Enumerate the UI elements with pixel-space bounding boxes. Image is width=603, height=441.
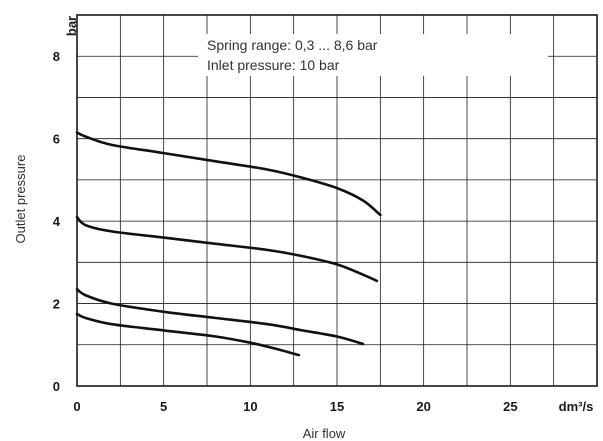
x-unit-label: dm³/s <box>559 399 594 414</box>
annotation-line-2: Inlet pressure: 10 bar <box>207 57 340 73</box>
curves <box>75 131 382 357</box>
x-tick-label: 20 <box>416 399 430 414</box>
y-unit-label: bar <box>64 16 79 36</box>
plot-frame <box>76 14 598 387</box>
x-tick-label: 25 <box>503 399 517 414</box>
y-tick-label: 0 <box>53 379 60 394</box>
y-tick-labels: 0 2 4 6 8 <box>53 49 61 394</box>
x-tick-label: 0 <box>73 399 80 414</box>
x-tick-label: 15 <box>330 399 344 414</box>
y-tick-label: 4 <box>53 214 61 229</box>
x-tick-label: 10 <box>243 399 257 414</box>
y-tick-label: 8 <box>53 49 60 64</box>
pressure-curve-3 <box>75 287 365 346</box>
pressure-curve-2 <box>75 215 379 283</box>
x-tick-label: 5 <box>160 399 167 414</box>
y-axis-title: Outlet pressure <box>13 155 28 244</box>
y-tick-label: 6 <box>53 132 60 147</box>
pressure-curve-4 <box>75 312 301 357</box>
y-tick-label: 2 <box>53 297 60 312</box>
pressure-curve-1 <box>75 131 382 217</box>
annotation-box: Spring range: 0,3 ... 8,6 bar Inlet pres… <box>198 34 548 76</box>
x-tick-labels: 0 5 10 15 20 25 <box>73 399 517 414</box>
annotation-line-1: Spring range: 0,3 ... 8,6 bar <box>207 37 378 53</box>
x-axis-title: Air flow <box>303 426 346 441</box>
